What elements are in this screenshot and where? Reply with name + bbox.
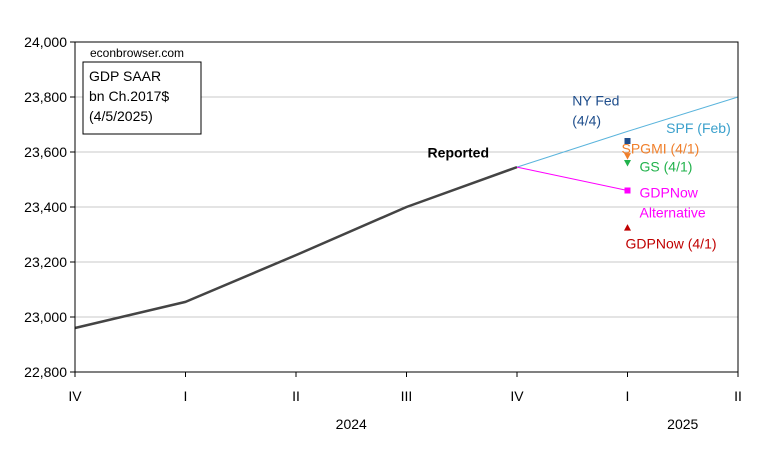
annotation-line: SPGMI (4/1)	[622, 140, 700, 156]
axes: 22,800 23,000 23,200 23,400 23,600 23,800 24,0…	[24, 34, 742, 432]
marker-gdpnow-alternative	[624, 187, 631, 194]
legend-box: GDP SAAR bn Ch.2017$ (4/5/2025)	[82, 61, 202, 135]
annotation-line: GS (4/1)	[640, 158, 693, 174]
x-year-label: 2025	[667, 416, 698, 432]
y-tick-label: 23,200	[24, 254, 67, 270]
legend-line: (4/5/2025)	[89, 108, 153, 124]
annotation-spf-feb: SPF (Feb)	[666, 120, 731, 136]
annotation-line: GDPNow	[640, 184, 699, 200]
y-tick-label: 24,000	[24, 34, 67, 50]
annotation-line: NY Fed	[572, 92, 619, 108]
legend-line: GDP SAAR	[89, 68, 161, 84]
legend-frame	[82, 61, 202, 135]
annotation-gdpnow-4-1: GDPNow (4/1)	[626, 235, 717, 251]
series-line-reported	[74, 165, 518, 330]
annotation-spgmi-4-1: SPGMI (4/1)	[622, 140, 700, 156]
x-tick-label: II	[292, 388, 300, 404]
y-tick-label: 22,800	[24, 364, 67, 380]
annotation-gdpnow-alternative: GDPNow Alternative	[640, 184, 706, 220]
legend-line: bn Ch.2017$	[89, 88, 169, 104]
y-tick-label: 23,600	[24, 144, 67, 160]
annotation-ny-fed-4-4: NY Fed (4/4)	[572, 92, 619, 128]
series-line-gdpnow-alternative	[516, 166, 628, 191]
y-tick-label: 23,400	[24, 199, 67, 215]
annotation-gs-4-1: GS (4/1)	[640, 158, 693, 174]
marker-gs-4-1	[624, 160, 631, 167]
x-tick-label: I	[184, 388, 188, 404]
x-tick-label: IV	[68, 388, 82, 404]
x-tick-label: II	[734, 388, 742, 404]
forecast-markers	[624, 138, 631, 231]
annotations: Reported NY Fed (4/4) SPF (Feb) SPGMI (4/1) G…	[428, 92, 731, 251]
y-tick-label: 23,800	[24, 89, 67, 105]
watermark: econbrowser.com	[90, 46, 184, 60]
annotation-line: Alternative	[640, 204, 706, 220]
marker-spgmi-4-1	[624, 153, 631, 160]
annotation-line: Reported	[428, 145, 489, 161]
x-tick-label: III	[401, 388, 413, 404]
marker-gdpnow-4-1	[624, 224, 631, 231]
series-line-spf-feb-	[516, 96, 739, 168]
x-tick-label: IV	[510, 388, 524, 404]
x-tick-label: I	[626, 388, 630, 404]
series-lines	[74, 96, 739, 330]
y-tick-label: 23,000	[24, 309, 67, 325]
annotation-reported: Reported	[428, 145, 489, 161]
annotation-line: (4/4)	[572, 112, 601, 128]
annotation-line: GDPNow (4/1)	[626, 235, 717, 251]
x-year-label: 2024	[336, 416, 367, 432]
marker-ny-fed-4-4	[624, 138, 631, 144]
annotation-line: SPF (Feb)	[666, 120, 731, 136]
